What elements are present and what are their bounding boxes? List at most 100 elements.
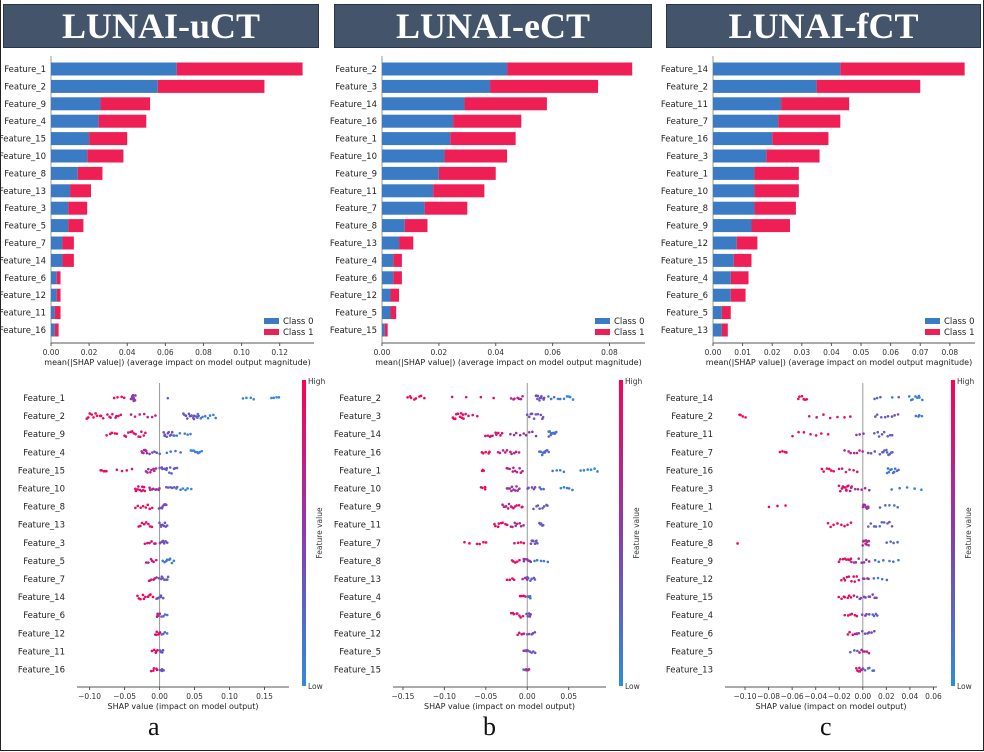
feature-label: Feature_11 bbox=[330, 187, 377, 197]
feature-label: Feature_10 bbox=[661, 187, 708, 197]
shap-point bbox=[883, 415, 887, 419]
shap-point bbox=[562, 397, 566, 401]
feature-label: Feature_6 bbox=[4, 274, 46, 284]
shap-point bbox=[596, 470, 599, 473]
shap-point bbox=[837, 560, 841, 564]
bar-class-1 bbox=[98, 114, 147, 128]
shap-point bbox=[126, 431, 130, 434]
shap-point bbox=[593, 467, 596, 470]
feature-label: Feature_8 bbox=[666, 204, 708, 214]
shap-point bbox=[536, 504, 540, 507]
shap-point bbox=[536, 397, 539, 401]
shap-point bbox=[514, 489, 517, 492]
shap-point bbox=[552, 395, 556, 399]
shap-point bbox=[540, 396, 543, 400]
shap-point bbox=[167, 430, 171, 434]
feature-label: Feature_3 bbox=[4, 204, 46, 214]
shap-point bbox=[509, 450, 512, 454]
shap-point bbox=[849, 557, 853, 561]
shap-point bbox=[525, 413, 529, 417]
shap-point bbox=[840, 487, 844, 490]
shap-point bbox=[865, 612, 868, 616]
shap-point bbox=[516, 541, 520, 545]
shap-point bbox=[524, 433, 528, 437]
shap-point bbox=[534, 413, 538, 416]
shap-point bbox=[109, 416, 112, 419]
shap-point bbox=[506, 507, 510, 510]
bar-class-1 bbox=[176, 62, 303, 76]
bar-class-1 bbox=[781, 97, 850, 111]
shap-point bbox=[893, 467, 897, 470]
shap-point bbox=[863, 668, 867, 672]
shap-point bbox=[86, 416, 90, 419]
shap-point bbox=[528, 650, 532, 653]
shap-point bbox=[867, 651, 871, 655]
shap-point bbox=[533, 542, 537, 546]
shap-point bbox=[852, 468, 855, 472]
feature-label: Feature_12 bbox=[330, 291, 377, 301]
shap-point bbox=[522, 541, 526, 545]
shap-point bbox=[187, 412, 191, 416]
shap-point bbox=[142, 597, 146, 601]
colorbar-low-label: Low bbox=[308, 682, 323, 691]
shap-point bbox=[846, 596, 850, 600]
shap-point bbox=[878, 524, 882, 528]
legend-label-class-0: Class 0 bbox=[944, 317, 974, 327]
shap-point bbox=[150, 468, 153, 472]
shap-point bbox=[848, 489, 852, 493]
shap-point bbox=[521, 394, 524, 398]
shap-point bbox=[192, 417, 196, 421]
bar-class-0 bbox=[713, 201, 755, 215]
shap-point bbox=[854, 561, 858, 564]
shap-point bbox=[516, 489, 519, 492]
shap-point bbox=[120, 469, 124, 473]
colorbar-high-label: High bbox=[625, 377, 642, 386]
shap-point bbox=[517, 631, 521, 635]
shap-point bbox=[856, 487, 860, 491]
x-tick-label: 0.00 bbox=[854, 692, 871, 701]
bar-class-0 bbox=[713, 306, 722, 320]
shap-point bbox=[270, 396, 273, 400]
shap-point bbox=[844, 470, 848, 474]
shap-point bbox=[838, 557, 842, 561]
shap-point bbox=[172, 559, 176, 563]
bar-class-1 bbox=[490, 79, 599, 93]
shap-point bbox=[139, 524, 142, 528]
bar-class-0 bbox=[713, 97, 782, 111]
shap-point bbox=[784, 504, 787, 507]
shap-point bbox=[853, 580, 857, 583]
shap-point bbox=[159, 525, 163, 528]
shap-point bbox=[840, 467, 844, 470]
shap-point bbox=[105, 469, 108, 473]
bar-class-0 bbox=[713, 288, 731, 302]
shap-point bbox=[872, 614, 876, 618]
shap-point bbox=[879, 395, 882, 399]
legend-label-class-1: Class 1 bbox=[614, 328, 644, 338]
shap-point bbox=[860, 488, 863, 491]
shap-point bbox=[886, 467, 890, 470]
bar-class-0 bbox=[51, 132, 90, 146]
shap-point bbox=[175, 466, 179, 470]
shap-point bbox=[166, 396, 170, 400]
shap-point bbox=[542, 559, 546, 563]
bar-class-1 bbox=[157, 79, 265, 93]
x-tick-label: −0.04 bbox=[804, 692, 827, 701]
feature-label: Feature_12 bbox=[0, 291, 46, 301]
bar-class-1 bbox=[68, 201, 88, 215]
shap-point bbox=[143, 489, 147, 493]
shap-point bbox=[562, 485, 566, 489]
shap-point bbox=[539, 522, 543, 525]
shap-point bbox=[828, 416, 832, 420]
bar-class-1 bbox=[778, 114, 841, 128]
shap-point bbox=[849, 521, 853, 524]
shap-point bbox=[874, 525, 878, 528]
shap-point bbox=[512, 578, 516, 582]
bar-class-0 bbox=[713, 114, 779, 128]
shap-point bbox=[918, 396, 921, 399]
bar-class-0 bbox=[382, 288, 391, 302]
feature-label: Feature_13 bbox=[666, 666, 713, 676]
shap-point bbox=[855, 433, 858, 437]
bar-class-1 bbox=[772, 132, 829, 146]
x-tick-label: −0.10 bbox=[78, 692, 101, 701]
feature-label: Feature_6 bbox=[23, 611, 65, 621]
